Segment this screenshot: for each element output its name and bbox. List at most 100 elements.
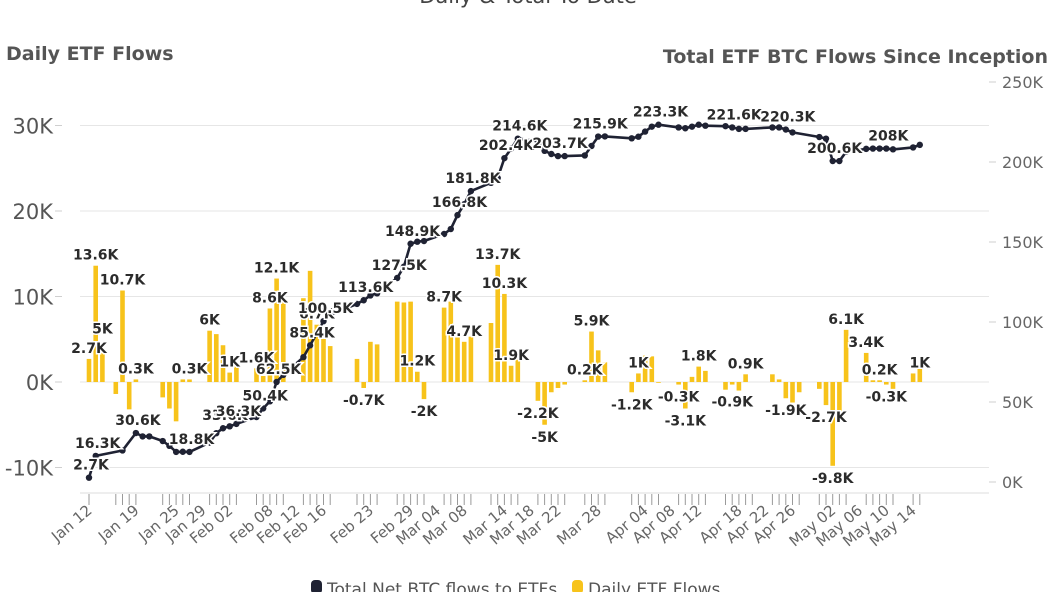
cumulative-flow-point[interactable] xyxy=(327,311,334,318)
daily-flow-bar[interactable] xyxy=(743,374,748,382)
cumulative-flow-point[interactable] xyxy=(213,430,220,437)
legend-swatch-daily[interactable] xyxy=(572,580,583,592)
daily-flow-bar[interactable] xyxy=(562,382,567,385)
cumulative-flow-point[interactable] xyxy=(729,124,736,131)
cumulative-flow-point[interactable] xyxy=(648,123,655,130)
cumulative-flow-point[interactable] xyxy=(260,405,267,412)
cumulative-flow-point[interactable] xyxy=(300,354,307,361)
daily-flow-bar[interactable] xyxy=(274,278,279,382)
daily-flow-bar[interactable] xyxy=(394,301,400,382)
daily-flow-bar[interactable] xyxy=(421,382,427,400)
legend-swatch-total[interactable] xyxy=(311,580,322,592)
cumulative-flow-point[interactable] xyxy=(722,122,729,130)
cumulative-flow-point[interactable] xyxy=(702,122,709,129)
daily-flow-bar[interactable] xyxy=(910,373,916,382)
daily-flow-bar[interactable] xyxy=(321,338,326,382)
cumulative-flow-point[interactable] xyxy=(280,371,287,378)
daily-flow-bar[interactable] xyxy=(227,372,232,382)
daily-flow-bar[interactable] xyxy=(267,308,273,382)
daily-flow-bar[interactable] xyxy=(602,362,608,382)
cumulative-flow-point[interactable] xyxy=(400,263,408,270)
cumulative-flow-point[interactable] xyxy=(675,124,682,131)
daily-flow-bar[interactable] xyxy=(508,365,514,382)
daily-flow-bar[interactable] xyxy=(187,379,192,382)
cumulative-flow-point[interactable] xyxy=(541,147,548,154)
daily-flow-bar[interactable] xyxy=(723,382,728,390)
legend[interactable]: Total Net BTC flows to ETFs Daily ETF Fl… xyxy=(311,580,721,592)
daily-flow-bar[interactable] xyxy=(676,382,681,385)
daily-flow-bar[interactable] xyxy=(830,382,835,466)
daily-flow-bar[interactable] xyxy=(307,270,313,382)
daily-flow-bar[interactable] xyxy=(133,379,139,382)
daily-flow-bar[interactable] xyxy=(642,355,648,382)
daily-flow-bar[interactable] xyxy=(877,380,882,382)
cumulative-flow-point[interactable] xyxy=(186,448,193,456)
daily-flow-bar[interactable] xyxy=(535,382,541,401)
daily-flow-bar[interactable] xyxy=(555,382,561,388)
cumulative-flow-point[interactable] xyxy=(601,133,609,140)
daily-flow-bar[interactable] xyxy=(696,366,701,382)
cumulative-flow-point[interactable] xyxy=(461,201,468,208)
cumulative-flow-point[interactable] xyxy=(407,240,414,247)
cumulative-flow-point[interactable] xyxy=(869,145,877,152)
daily-flow-bar[interactable] xyxy=(689,376,695,382)
daily-flow-bar[interactable] xyxy=(254,368,259,382)
daily-flow-bar[interactable] xyxy=(649,356,655,382)
cumulative-flow-point[interactable] xyxy=(360,297,367,304)
cumulative-flow-point[interactable] xyxy=(253,413,260,421)
cumulative-flow-point[interactable] xyxy=(353,300,361,308)
daily-flow-bar[interactable] xyxy=(374,344,380,382)
daily-flow-bar[interactable] xyxy=(770,374,775,382)
daily-flow-bar[interactable] xyxy=(495,264,500,382)
cumulative-flow-point[interactable] xyxy=(233,420,240,428)
daily-flow-bar[interactable] xyxy=(656,382,661,383)
daily-flow-bar[interactable] xyxy=(86,358,92,382)
cumulative-flow-point[interactable] xyxy=(514,135,521,142)
cumulative-flow-point[interactable] xyxy=(876,145,883,152)
daily-flow-bar[interactable] xyxy=(843,329,849,382)
daily-flow-bar[interactable] xyxy=(884,382,889,385)
cumulative-flow-point[interactable] xyxy=(688,123,696,130)
daily-flow-bar[interactable] xyxy=(595,350,601,382)
daily-flow-bar[interactable] xyxy=(515,359,521,382)
cumulative-flow-point[interactable] xyxy=(206,439,213,446)
cumulative-flow-point[interactable] xyxy=(273,378,280,386)
cumulative-flow-point[interactable] xyxy=(829,157,836,165)
daily-flow-bar[interactable] xyxy=(214,334,219,382)
daily-flow-bar[interactable] xyxy=(448,301,454,382)
daily-flow-bar[interactable] xyxy=(461,341,467,382)
cumulative-flow-point[interactable] xyxy=(769,124,776,131)
daily-flow-bar[interactable] xyxy=(167,382,172,409)
daily-flow-bar[interactable] xyxy=(629,382,634,393)
cumulative-flow-point[interactable] xyxy=(373,290,381,297)
cumulative-flow-point[interactable] xyxy=(132,429,140,437)
daily-flow-bar[interactable] xyxy=(314,324,320,382)
cumulative-flow-point[interactable] xyxy=(863,145,870,153)
legend-label-total[interactable]: Total Net BTC flows to ETFs xyxy=(326,580,557,592)
cumulative-flow-point[interactable] xyxy=(447,225,454,233)
cumulative-flow-point[interactable] xyxy=(420,237,428,245)
cumulative-flow-point[interactable] xyxy=(588,142,595,150)
daily-flow-bar[interactable] xyxy=(260,376,266,382)
cumulative-flow-point[interactable] xyxy=(789,129,796,136)
cumulative-flow-point[interactable] xyxy=(883,145,890,152)
cumulative-flow-point[interactable] xyxy=(735,125,743,133)
daily-flow-bar[interactable] xyxy=(917,368,923,382)
daily-flow-bar[interactable] xyxy=(100,352,105,382)
cumulative-flow-point[interactable] xyxy=(487,179,495,186)
cumulative-flow-point[interactable] xyxy=(655,121,662,128)
daily-flow-bar[interactable] xyxy=(415,371,420,382)
cumulative-flow-point[interactable] xyxy=(320,318,327,325)
daily-flow-bar[interactable] xyxy=(455,337,460,382)
daily-flow-bar[interactable] xyxy=(401,302,407,382)
cumulative-flow-point[interactable] xyxy=(581,152,588,159)
daily-flow-bar[interactable] xyxy=(354,358,360,382)
daily-flow-bar[interactable] xyxy=(837,382,842,412)
cumulative-flow-point[interactable] xyxy=(306,342,314,349)
daily-flow-bar[interactable] xyxy=(549,382,554,393)
cumulative-flow-point[interactable] xyxy=(909,144,917,151)
daily-flow-bar[interactable] xyxy=(890,382,896,389)
cumulative-flow-point[interactable] xyxy=(836,157,843,165)
daily-flow-bar[interactable] xyxy=(120,290,125,382)
daily-flow-bar[interactable] xyxy=(93,265,98,382)
